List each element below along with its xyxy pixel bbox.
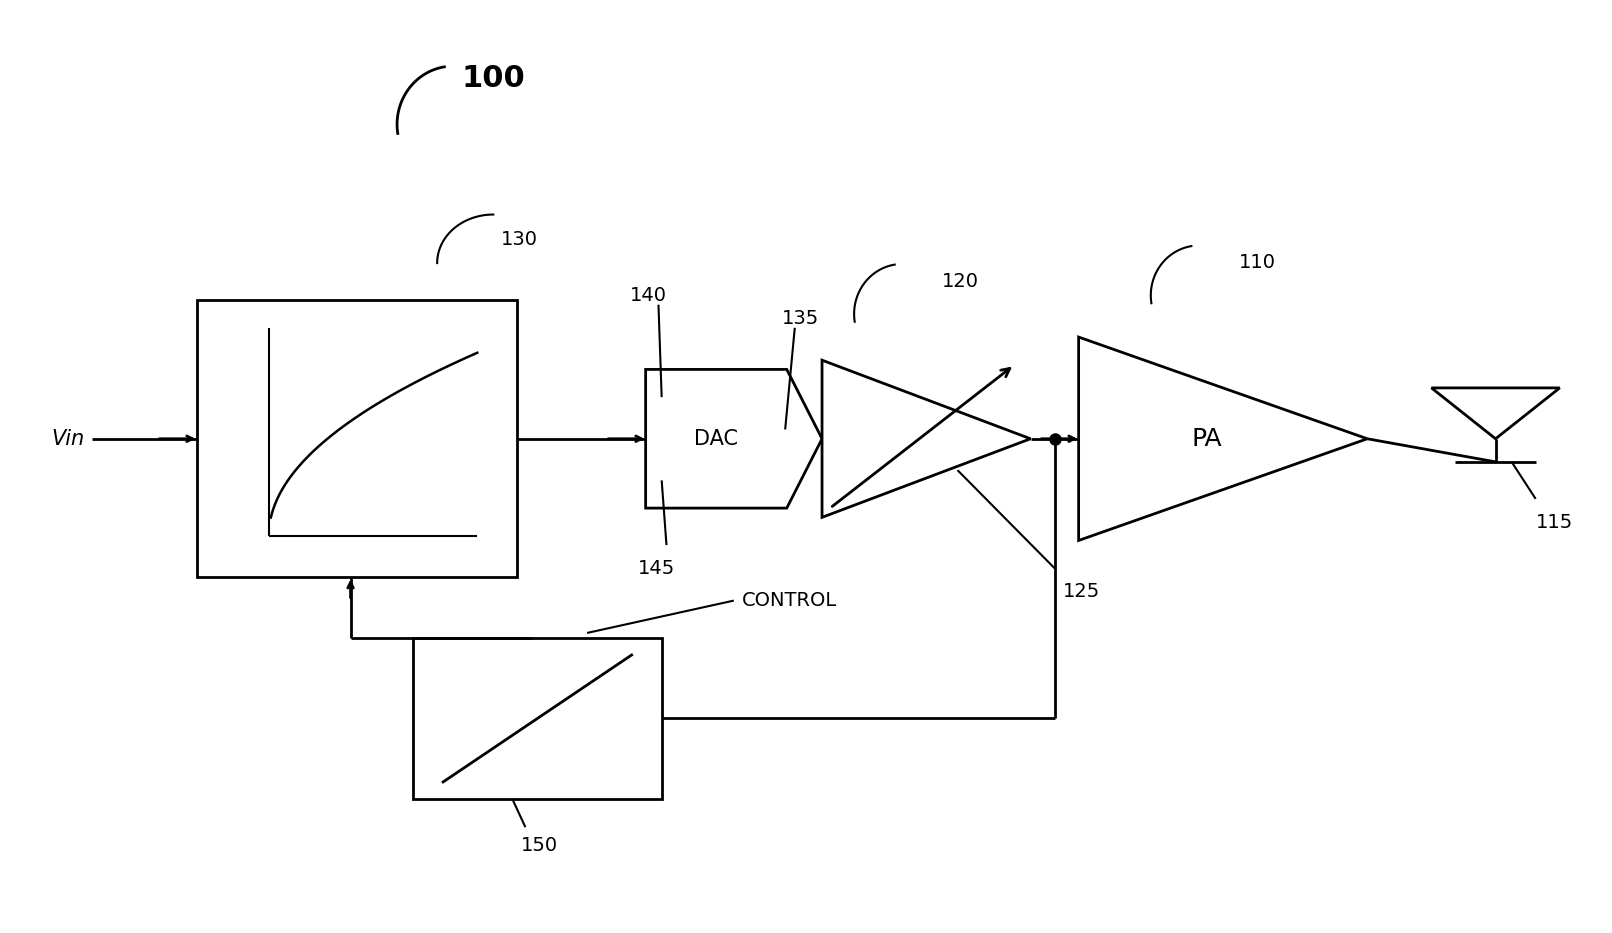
Text: 145: 145 — [638, 559, 675, 578]
Polygon shape — [1078, 337, 1367, 540]
Text: 135: 135 — [782, 309, 819, 327]
Polygon shape — [1431, 388, 1560, 439]
Text: 150: 150 — [521, 836, 558, 856]
Text: 125: 125 — [1062, 582, 1099, 601]
Text: Vin: Vin — [52, 429, 84, 449]
Polygon shape — [822, 360, 1030, 518]
Text: 110: 110 — [1240, 254, 1277, 272]
Text: PA: PA — [1191, 426, 1222, 451]
Text: DAC: DAC — [695, 429, 738, 449]
Bar — [197, 300, 517, 578]
Text: 140: 140 — [630, 285, 667, 305]
Text: 100: 100 — [461, 63, 526, 92]
Text: 115: 115 — [1536, 513, 1573, 532]
Text: 130: 130 — [501, 230, 538, 249]
Text: CONTROL: CONTROL — [742, 592, 837, 610]
Text: 120: 120 — [943, 272, 980, 291]
Bar — [413, 637, 661, 800]
Polygon shape — [646, 369, 822, 508]
